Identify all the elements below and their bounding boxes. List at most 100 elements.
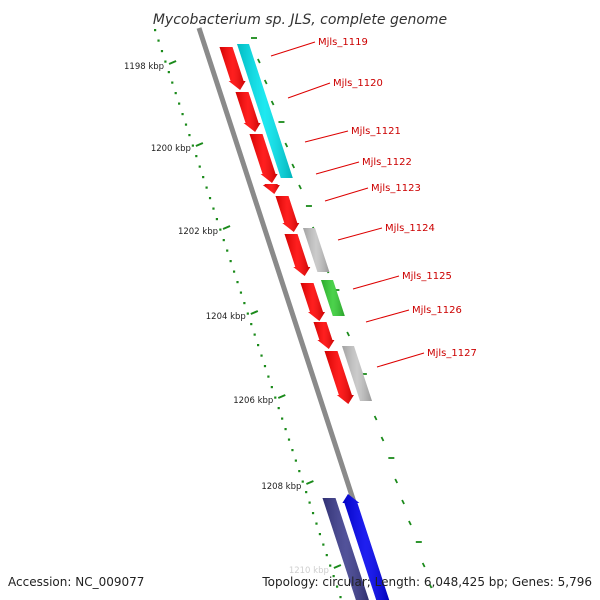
scale-dot	[208, 197, 212, 200]
gene-label[interactable]: Mjls_1121	[351, 126, 401, 137]
outer-tick	[373, 415, 378, 421]
scale-dot	[195, 155, 198, 158]
scale-label: 1198 kbp	[124, 62, 164, 72]
gene-label[interactable]: Mjls_1125	[402, 271, 452, 282]
label-leader-line	[352, 275, 400, 290]
scale-dot	[294, 459, 297, 462]
scale-dot	[260, 354, 263, 357]
inner-scale-ring	[154, 29, 342, 599]
gene-Mjls_1124-shading	[284, 234, 311, 276]
scale-dot	[277, 407, 280, 410]
scale-label: 1204 kbp	[206, 312, 246, 322]
outer-tick	[346, 331, 350, 337]
label-leader-line	[304, 130, 349, 143]
label-leader-line	[376, 352, 425, 368]
outer-tick	[284, 142, 289, 148]
scale-dot	[250, 323, 253, 326]
scale-dot	[229, 260, 232, 263]
scale-dot	[325, 554, 328, 557]
gene-Mjls_1122-shading	[262, 184, 280, 194]
scale-dot	[301, 480, 304, 483]
scale-dot	[171, 81, 174, 84]
gene-Mjls_1120-shading	[235, 92, 261, 132]
major-scale-tick	[306, 480, 314, 485]
label-leader-line	[337, 227, 383, 241]
outer-tick	[380, 436, 385, 442]
gene-label[interactable]: Mjls_1127	[427, 348, 477, 359]
gene-labels: Mjls_1119 Mjls_1120 Mjls_1121 Mjls_1122 Mjls…	[270, 37, 477, 368]
scale-dot	[174, 92, 177, 95]
scale-label: 1208 kbp	[261, 482, 301, 492]
scale-dot	[270, 386, 273, 389]
outer-tick	[394, 478, 399, 484]
outer-tick	[263, 79, 268, 85]
scale-dot	[243, 302, 246, 305]
scale-dot	[184, 123, 188, 126]
scale-dot	[219, 228, 222, 231]
scale-dot	[164, 60, 167, 63]
scale-dot	[191, 144, 194, 147]
map-title: Mycobacterium sp. JLS, complete genome	[153, 12, 447, 28]
outer-tick	[421, 562, 426, 568]
cds-gray-a-shading	[303, 228, 330, 272]
outer-tick	[291, 163, 296, 169]
scale-dot	[281, 417, 284, 420]
gene-Mjls_1121-shading	[249, 134, 278, 183]
scale-dot	[181, 113, 184, 116]
scale-dot	[308, 501, 311, 504]
gene-label[interactable]: Mjls_1126	[412, 305, 462, 316]
scale-label: 1210 kbp	[289, 566, 329, 576]
scale-dot	[274, 396, 277, 399]
scale-dot	[239, 291, 243, 294]
label-leader-line	[324, 187, 369, 202]
outer-tick	[408, 520, 412, 526]
label-leader-line	[315, 161, 360, 175]
scale-dot	[311, 512, 315, 515]
major-scale-tick	[333, 564, 342, 569]
accession-text: Accession: NC_009077	[8, 575, 144, 589]
scale-dot	[160, 50, 164, 53]
scale-dot	[267, 375, 270, 378]
scale-dot	[332, 575, 335, 578]
scale-label: 1206 kbp	[233, 396, 273, 406]
scale-dot	[157, 39, 160, 42]
scale-dot	[167, 71, 170, 74]
cds-gray-b-shading	[342, 346, 372, 401]
gene-label[interactable]: Mjls_1122	[362, 157, 412, 168]
scale-dot	[178, 102, 181, 105]
scale-dot	[198, 165, 201, 168]
gene-label[interactable]: Mjls_1124	[385, 223, 435, 234]
cds-green-shading	[321, 280, 345, 316]
scale-dot	[205, 186, 208, 189]
scale-dot	[339, 596, 342, 599]
scale-dot	[215, 218, 219, 221]
outer-tick	[428, 583, 433, 589]
scale-dot	[287, 438, 291, 441]
scale-dot	[202, 176, 205, 179]
cds-cyan-shading	[237, 44, 293, 178]
gene-label[interactable]: Mjls_1123	[371, 183, 421, 194]
scale-dot	[257, 344, 260, 347]
scale-dot	[226, 249, 229, 252]
gene-Mjls_1123-shading	[275, 196, 300, 232]
outer-tick	[270, 100, 275, 106]
gene-Mjls_1125-shading	[300, 283, 325, 321]
scale-labels: 1198 kbp 1200 kbp 1202 kbp 1204 kbp 1206 kbp…	[124, 62, 329, 576]
gene-label[interactable]: Mjls_1119	[318, 37, 368, 48]
cds-blue-shading	[342, 494, 390, 600]
gene-Mjls_1126-shading	[313, 322, 335, 349]
major-scale-tick	[222, 225, 231, 230]
major-scale-tick	[168, 60, 177, 65]
major-scale-tick	[195, 142, 204, 147]
genome-summary-text: Topology: circular; Length: 6,048,425 bp…	[261, 575, 592, 589]
outer-tick	[401, 499, 405, 505]
scale-dot	[222, 239, 225, 242]
outer-tick	[257, 58, 261, 64]
scale-dot	[188, 134, 191, 137]
gene-label[interactable]: Mjls_1120	[333, 78, 383, 89]
scale-dot	[236, 281, 239, 284]
gene-Mjls_1127-shading	[324, 351, 354, 404]
gene-Mjls_1119-shading	[219, 47, 246, 90]
scale-dot	[232, 270, 236, 273]
